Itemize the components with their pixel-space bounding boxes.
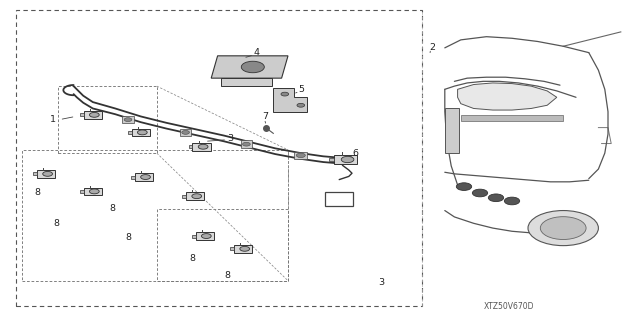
Polygon shape bbox=[122, 116, 134, 123]
Text: 5: 5 bbox=[298, 85, 304, 94]
Text: 7: 7 bbox=[262, 112, 269, 121]
Polygon shape bbox=[135, 173, 153, 181]
Ellipse shape bbox=[540, 217, 586, 240]
Circle shape bbox=[488, 194, 504, 202]
Circle shape bbox=[241, 61, 264, 73]
Polygon shape bbox=[211, 56, 288, 78]
Polygon shape bbox=[80, 113, 84, 116]
Circle shape bbox=[124, 118, 132, 122]
Polygon shape bbox=[193, 143, 211, 151]
Circle shape bbox=[182, 130, 189, 134]
Polygon shape bbox=[180, 129, 191, 136]
Polygon shape bbox=[84, 111, 102, 119]
Text: XTZ50V670D: XTZ50V670D bbox=[484, 302, 534, 311]
Polygon shape bbox=[196, 232, 214, 240]
Polygon shape bbox=[132, 129, 150, 136]
Polygon shape bbox=[189, 145, 193, 148]
Circle shape bbox=[281, 92, 289, 96]
Bar bbox=[461, 115, 563, 121]
Text: 8: 8 bbox=[34, 189, 40, 197]
Circle shape bbox=[297, 103, 305, 107]
Circle shape bbox=[341, 156, 354, 163]
Polygon shape bbox=[186, 192, 204, 200]
Text: 8: 8 bbox=[224, 271, 230, 280]
Polygon shape bbox=[329, 158, 334, 161]
Polygon shape bbox=[131, 175, 135, 179]
Text: 3: 3 bbox=[378, 278, 384, 287]
Circle shape bbox=[198, 144, 208, 149]
Text: 8: 8 bbox=[53, 219, 60, 228]
Text: 1: 1 bbox=[49, 115, 56, 124]
Text: 8: 8 bbox=[125, 233, 131, 242]
Polygon shape bbox=[458, 83, 557, 110]
Circle shape bbox=[472, 189, 488, 197]
Text: 8: 8 bbox=[189, 254, 195, 263]
Bar bbox=[445, 108, 459, 153]
Circle shape bbox=[202, 234, 211, 239]
Text: 3: 3 bbox=[227, 134, 234, 143]
Polygon shape bbox=[234, 245, 252, 253]
Text: 2: 2 bbox=[429, 43, 435, 52]
Polygon shape bbox=[221, 78, 272, 86]
Circle shape bbox=[296, 153, 305, 158]
Text: 4: 4 bbox=[253, 48, 259, 57]
Text: 8: 8 bbox=[109, 204, 115, 213]
Polygon shape bbox=[334, 155, 357, 164]
Circle shape bbox=[90, 189, 99, 194]
Polygon shape bbox=[80, 190, 84, 193]
Circle shape bbox=[240, 246, 250, 251]
Circle shape bbox=[138, 130, 147, 135]
Ellipse shape bbox=[528, 211, 598, 246]
Polygon shape bbox=[182, 195, 186, 198]
Polygon shape bbox=[294, 152, 307, 159]
Circle shape bbox=[141, 174, 150, 180]
Circle shape bbox=[456, 183, 472, 190]
Text: 6: 6 bbox=[352, 149, 358, 158]
Polygon shape bbox=[37, 170, 55, 178]
Circle shape bbox=[90, 112, 99, 117]
Polygon shape bbox=[230, 247, 234, 250]
Polygon shape bbox=[273, 88, 307, 112]
Polygon shape bbox=[241, 140, 252, 148]
Circle shape bbox=[192, 194, 202, 199]
Circle shape bbox=[243, 142, 250, 146]
Polygon shape bbox=[128, 131, 132, 134]
Polygon shape bbox=[192, 234, 196, 238]
Polygon shape bbox=[84, 188, 102, 195]
Polygon shape bbox=[33, 172, 37, 175]
Circle shape bbox=[504, 197, 520, 205]
Circle shape bbox=[43, 171, 52, 176]
